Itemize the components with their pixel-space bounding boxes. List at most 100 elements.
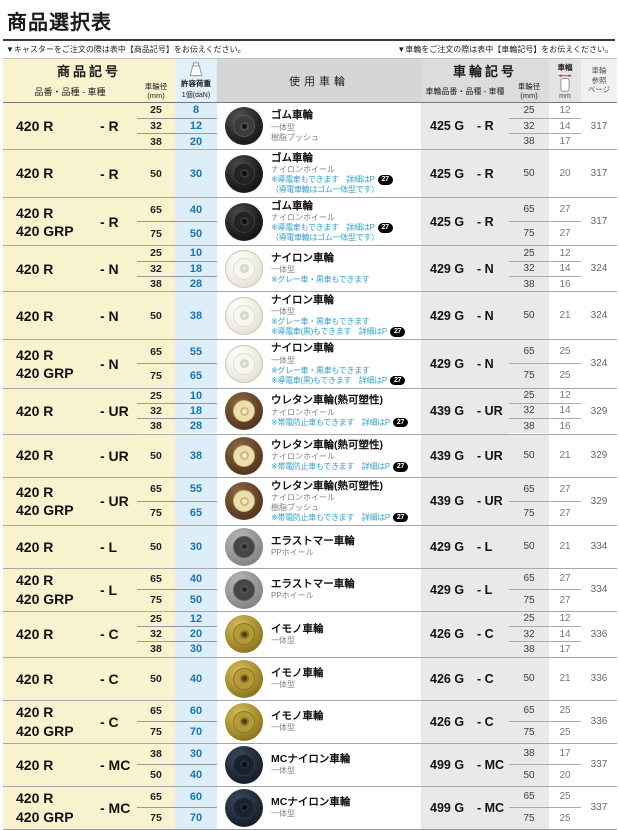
size-load-cell: 50 38 [137,292,217,340]
wheel-code-cell: 429 G - L [421,525,509,568]
table-row: 420 R - L 50 30 エラストマー車輪 PPホイール 429 G - L… [3,524,617,568]
wheel-width-value: 27 [549,501,581,525]
size-load-cell: 25 10 32 18 38 28 [137,388,217,434]
wheel-width-value: 12 [549,611,581,626]
header-wheel-dia: 車輪径 (mm) [144,81,168,100]
wheel-note: ※導電車もできます 詳細はP 27 [271,175,421,185]
wheel-code: 439 G [430,404,465,418]
wheel-size-cell: 65 27 75 27 [509,568,581,611]
ref-page: 334 [581,525,617,568]
wheel-width-value: 20 [549,150,581,198]
wheel-dia-value: 75 [509,222,549,246]
wheel-width-value: 16 [549,276,581,292]
wheel-size-subrow: 75 27 [509,221,581,246]
wheel-diameter-value: 65 [137,198,175,222]
wheel-code: 429 G [430,356,465,371]
product-code: 420 R [16,756,54,773]
size-subrow: 75 50 [137,221,217,246]
allowable-load-value: 38 [175,434,217,477]
wheel-spec: 一体型 [271,766,295,776]
size-load-cell: 50 40 [137,657,217,700]
product-code: 420 R [16,307,54,324]
size-subrow: 50 38 [137,292,217,340]
wheel-width-value: 21 [549,434,581,477]
use-wheel-cell: エラストマー車輪 PPホイール [217,568,421,611]
product-code-cell: 420 R - C [3,611,137,657]
product-code: 420 R [16,165,54,182]
ref-page: 324 [581,340,617,388]
wheel-width-value: 25 [549,786,581,808]
use-wheel-cell: ナイロン車輪 一体型 ※グレー車・黒車もできます [217,246,421,292]
wheel-name: ナイロン車輪 [271,342,334,355]
header-allowable-load: 許容荷重 1個(daN) [175,59,217,102]
table-row: 420 R - UR 50 38 ウレタン車輪(熱可塑性) ナイロンホイール ※帯電… [3,433,617,477]
wheel-spec: ナイロンホイール [271,165,335,175]
wheel-diameter-value: 38 [137,642,175,657]
wheel-size-subrow: 25 12 [509,611,581,626]
wheel-width-value: 14 [549,403,581,419]
ref-page: 336 [581,700,617,743]
wheel-dia-value: 50 [509,150,549,198]
size-subrow: 65 55 [137,477,217,501]
use-wheel-cell: ナイロン車輪 一体型 ※グレー車・黒車もできます ※導電車(黒)もできます 詳細はP… [217,340,421,388]
product-code-cell: 420 R - R [3,150,137,198]
wheel-name: イモノ車輪 [271,622,324,635]
product-code-cell: 420 R - UR [3,388,137,434]
size-load-cell: 65 55 75 65 [137,477,217,525]
wheel-dia-value: 38 [509,419,549,434]
wheel-width-value: 14 [549,626,581,642]
header-wheel-group: 車輪記号 車輪品番・品種 - 車種 車輪径 (mm) [421,59,549,102]
page-ref-badge: 27 [392,462,409,472]
use-wheel-cell: ウレタン車輪(熱可塑性) ナイロンホイール ※帯電防止車もできます 詳細はP 27 [217,388,421,434]
page-ref-badge: 27 [392,417,409,428]
allowable-load-value: 20 [175,626,217,642]
product-type: - MC [100,756,131,773]
ref-page: 317 [581,198,617,246]
wheel-width-value: 14 [549,261,581,276]
wheel-size-subrow: 75 25 [509,721,581,743]
wheel-note: （導電車輪はゴム一体型です） [271,233,379,243]
wheel-image [223,570,265,609]
page-ref-badge: 27 [377,175,393,185]
wheel-name: ゴム車輪 [271,152,313,164]
product-code: 420 R [16,704,54,721]
wheel-code: 425 G [430,214,465,229]
wheel-diameter-value: 32 [137,261,175,276]
product-type: - N [100,355,119,372]
wheel-image [223,296,265,335]
wheel-width-value: 20 [549,765,581,786]
allowable-load-value: 60 [175,700,217,722]
wheel-code-type: - UR [477,494,503,509]
allowable-load-value: 65 [175,501,217,525]
weight-icon [189,61,203,76]
size-load-cell: 50 30 [137,525,217,568]
allowable-load-value: 10 [175,388,217,403]
allowable-load-value: 40 [175,765,217,786]
header-wheel-width: 車幅 mm [549,59,581,102]
allowable-load-value: 18 [175,261,217,276]
wheel-image [223,702,265,741]
allowable-load-value: 55 [175,340,217,364]
wheel-spec: 樹脂ブッシュ [271,132,319,142]
wheel-code-type: - UR [477,448,503,463]
size-load-cell: 65 55 75 65 [137,340,217,388]
size-subrow: 32 18 [137,402,217,419]
wheel-diameter-value: 25 [137,388,175,403]
product-code: 420 GRP [16,364,74,381]
allowable-load-value: 40 [175,568,217,590]
wheel-image [223,107,265,145]
table-row: 420 R - R 25 8 32 12 38 20 ゴム車輪 一体型 樹脂ブッシュ 425… [3,103,617,150]
wheel-dia-value: 38 [509,134,549,150]
wheel-diameter-value: 75 [137,364,175,388]
product-code-cell: 420 R 420 GRP - UR [3,477,137,525]
wheel-dia-value: 38 [509,642,549,657]
wheel-name: イモノ車輪 [271,710,324,723]
size-subrow: 75 65 [137,500,217,525]
wheel-spec: 一体型 [271,307,295,317]
allowable-load-value: 28 [175,276,217,292]
wheel-note: ※導電車(黒)もできます 詳細はP 27 [271,375,421,386]
page-ref-badge: 27 [389,327,406,338]
wheel-size-subrow: 38 17 [509,743,581,765]
wheel-code-cell: 429 G - N [421,340,509,388]
wheel-dia-value: 65 [509,700,549,722]
